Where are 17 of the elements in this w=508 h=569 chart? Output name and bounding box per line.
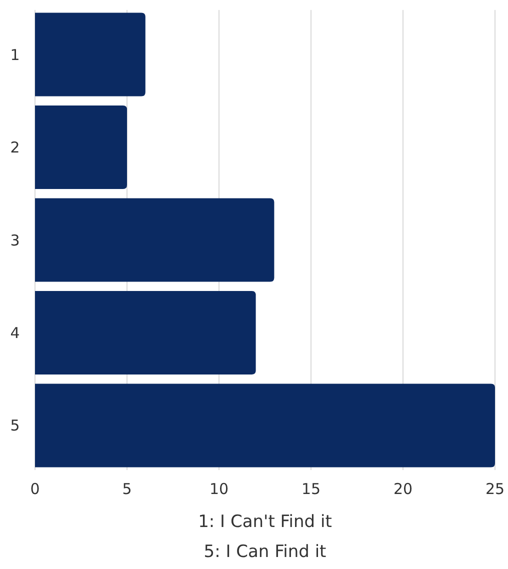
y-tick-label: 3 — [10, 231, 20, 250]
y-tick-label: 5 — [10, 416, 20, 435]
x-tick-label: 25 — [485, 480, 505, 498]
bar — [35, 12, 146, 96]
y-tick-label: 1 — [10, 46, 20, 64]
x-tick-label: 10 — [209, 480, 229, 498]
bar — [35, 198, 274, 282]
bar — [35, 384, 495, 468]
bar — [35, 106, 127, 189]
x-tick-label: 5 — [122, 480, 132, 498]
x-tick-label: 20 — [393, 480, 413, 498]
x-axis-title: 1: I Can't Find it 5: I Can Find it — [198, 512, 332, 562]
x-tick-label: 15 — [301, 480, 321, 498]
x-tick-label: 0 — [30, 480, 40, 498]
y-tick-label: 4 — [10, 324, 20, 342]
y-tick-label: 2 — [10, 138, 20, 157]
bar — [35, 291, 256, 374]
